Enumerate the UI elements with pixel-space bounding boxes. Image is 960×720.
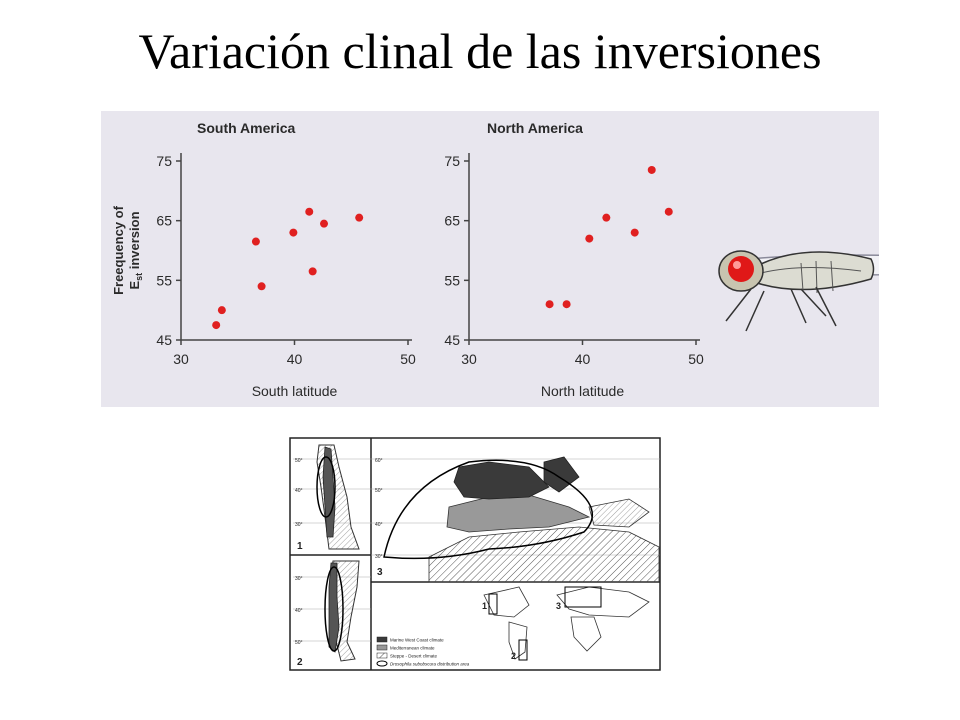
y-axis-label-line1: Freequency of: [111, 205, 126, 295]
data-point: [320, 219, 329, 228]
data-point: [217, 306, 226, 315]
y-tick-label: 65: [444, 213, 460, 229]
x-axis-label: South latitude: [252, 383, 338, 399]
legend-swatch-distribution: [376, 660, 388, 667]
y-tick-label: 55: [444, 272, 460, 288]
y-tick-label: 65: [156, 213, 172, 229]
data-point: [305, 207, 314, 216]
x-tick-label: 50: [688, 351, 704, 367]
map-legend: Marine West Coast climate Mediterranean …: [376, 636, 470, 667]
map-panel-3-label: 3: [377, 567, 383, 578]
data-point: [562, 300, 571, 309]
legend-label: Mediterranean climate: [390, 646, 435, 651]
x-tick-label: 50: [400, 351, 416, 367]
data-point: [355, 213, 364, 222]
data-point: [545, 300, 554, 309]
map-lat-label: 60°: [375, 458, 383, 464]
map-panel-1-label: 1: [297, 541, 303, 552]
map-lat-label: 30°: [375, 554, 383, 560]
inset-label: 2: [511, 651, 516, 661]
map-lat-label: 30°: [295, 522, 303, 528]
data-point: [630, 228, 639, 237]
distribution-map-panel: 1 50° 40° 30° 2 30° 40° 50°: [289, 437, 661, 671]
scatter-charts-panel: South America 75 65 55 45 30 40 50 South latitud…: [101, 111, 879, 407]
map-panel-1: 1 50° 40° 30°: [293, 444, 371, 552]
inset-label: 3: [556, 601, 561, 611]
legend-swatch-steppe: [376, 652, 388, 659]
data-point: [212, 321, 221, 330]
x-tick-label: 40: [287, 351, 303, 367]
map-lat-label: 50°: [295, 458, 303, 464]
legend-label: Steppe - Desert climate: [390, 654, 438, 659]
map-panel-3: 3 60° 50° 40° 30°: [371, 456, 660, 583]
map-svg: 1 50° 40° 30° 2 30° 40° 50°: [289, 437, 661, 671]
map-panel-2-label: 2: [297, 657, 303, 668]
x-tick-label: 30: [461, 351, 477, 367]
map-lat-label: 50°: [295, 640, 303, 646]
fruit-fly-illustration: [718, 250, 879, 332]
slide-title: Variación clinal de las inversiones: [138, 23, 822, 79]
legend-swatch-mediterranean: [376, 644, 388, 651]
y-tick-label: 75: [444, 153, 460, 169]
chart-title: South America: [197, 120, 295, 136]
y-tick-label: 55: [156, 272, 172, 288]
x-axis-label: North latitude: [541, 383, 624, 399]
legend-label: Marine West Coast climate: [390, 638, 444, 643]
data-point: [251, 237, 260, 246]
map-lat-label: 40°: [295, 488, 303, 494]
data-point: [664, 207, 673, 216]
y-tick-label: 45: [156, 332, 172, 348]
y-tick-label: 75: [156, 153, 172, 169]
data-point: [308, 267, 317, 276]
y-tick-label: 45: [444, 332, 460, 348]
map-lat-label: 40°: [295, 608, 303, 614]
data-point: [647, 165, 656, 174]
chart-title: North America: [487, 120, 583, 136]
map-panel-2: 2 30° 40° 50°: [293, 560, 371, 668]
data-point: [602, 213, 611, 222]
map-lat-label: 50°: [375, 488, 383, 494]
map-lat-label: 30°: [295, 576, 303, 582]
world-inset-map: 1 2 3: [482, 586, 650, 661]
x-tick-label: 30: [173, 351, 189, 367]
data-point: [289, 228, 298, 237]
x-tick-label: 40: [575, 351, 591, 367]
map-lat-label: 40°: [375, 522, 383, 528]
y-axis-label-line2: Est inversion: [127, 211, 144, 289]
data-point: [585, 234, 594, 243]
data-point: [257, 282, 266, 291]
inset-label: 1: [482, 601, 487, 611]
legend-swatch-marine: [376, 636, 388, 643]
legend-label: Drosophila subobscura distribution area: [390, 662, 470, 667]
